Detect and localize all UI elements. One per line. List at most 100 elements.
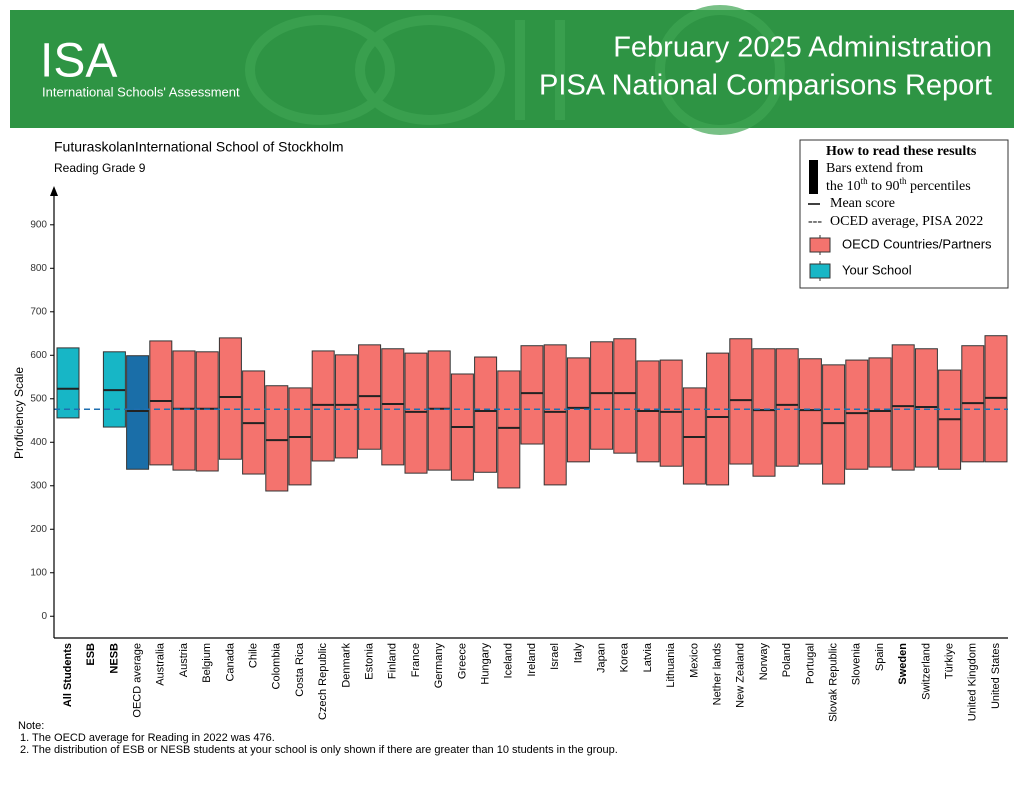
range-bar [891, 344, 915, 471]
x-tick-label: United States [990, 643, 1002, 710]
y-tick-label: 300 [30, 480, 47, 491]
y-axis-arrow [50, 186, 58, 196]
x-tick-label: Norway [758, 643, 770, 681]
range-bar [775, 348, 799, 467]
y-tick-label: 400 [30, 437, 47, 448]
header-decoration [245, 5, 785, 135]
y-tick-label: 200 [30, 524, 47, 535]
range-bar [845, 359, 869, 470]
range-bar [798, 358, 822, 465]
range-bar [195, 351, 219, 472]
x-tick-label: New Zealand [735, 643, 747, 708]
x-tick-label: Austria [178, 642, 190, 677]
range-bar [590, 341, 614, 450]
legend-label: OECD Countries/Partners [842, 236, 992, 251]
range-bar [265, 385, 289, 492]
legend-text: to 90 [868, 179, 900, 194]
x-tick-label: Chile [248, 643, 260, 668]
legend-box [799, 139, 1009, 289]
range-bar [149, 340, 173, 466]
range-bar [659, 359, 683, 467]
x-tick-label: France [410, 643, 422, 677]
x-tick-label: Slovak Republic [828, 643, 840, 722]
y-tick-label: 700 [30, 306, 47, 317]
y-tick-label: 0 [41, 611, 47, 622]
logo: ISA [40, 35, 117, 88]
x-tick-label: Japan [596, 643, 608, 673]
note-heading: Note: [18, 720, 44, 732]
x-tick-label: Israel [549, 643, 561, 670]
x-tick-label: Denmark [340, 643, 352, 688]
range-bar [56, 347, 80, 419]
range-bar [682, 387, 706, 485]
legend-title: How to read these results [826, 144, 977, 159]
range-bar [218, 337, 242, 460]
range-bar [706, 352, 730, 486]
legend-text: Bars extend from [826, 161, 923, 176]
x-tick-label: Greece [456, 643, 468, 679]
legend-label: Your School [842, 262, 912, 277]
x-tick-label: ESB [85, 643, 97, 666]
x-tick-label: Switzerland [920, 643, 932, 700]
range-bar [126, 355, 150, 470]
y-tick-label: 600 [30, 350, 47, 361]
note: 1. The OECD average for Reading in 2022 … [20, 732, 275, 744]
x-tick-label: Hungary [480, 643, 492, 685]
range-bar [474, 356, 498, 473]
range-bar [543, 344, 567, 486]
x-tick-label: Estonia [364, 642, 376, 680]
x-tick-label: Italy [572, 643, 584, 664]
legend: How to read these results Bars extend fr… [799, 139, 1009, 289]
chart-title: FuturaskolanInternational School of Stoc… [54, 139, 344, 155]
range-bar [729, 338, 753, 465]
legend-entries: OECD Countries/Partners Your School [809, 235, 992, 281]
chart-subtitle: Reading Grade 9 [54, 161, 146, 175]
y-axis-label: Proficiency Scale [12, 367, 26, 459]
range-bar [404, 352, 428, 474]
legend-text: percentiles [907, 179, 971, 194]
legend-text: Mean score [830, 196, 895, 211]
report-title: PISA National Comparisons Report [539, 70, 992, 102]
header-banner [10, 10, 1014, 128]
x-tick-label: Canada [224, 642, 236, 681]
range-bar [822, 364, 846, 485]
range-bar [613, 338, 637, 454]
x-tick-label: Germany [433, 643, 445, 689]
x-tick-label: Nether lands [712, 643, 724, 706]
legend-dashes: --- [808, 214, 822, 229]
x-tick-label: Slovenia [851, 642, 863, 685]
range-bar [427, 350, 451, 471]
range-bar [334, 354, 358, 459]
range-bar [381, 348, 405, 466]
x-tick-label: Ireland [526, 643, 538, 677]
x-tick-label: Australia [155, 642, 167, 686]
legend-text: the 10 [826, 179, 861, 194]
legend-text: the 10th to 90th percentiles [826, 176, 971, 194]
x-tick-label: Latvia [642, 642, 654, 672]
x-tick-label: United Kingdom [967, 643, 979, 721]
x-tick-label: Czech Republic [317, 643, 329, 721]
range-bar [172, 350, 196, 471]
plot [54, 335, 1008, 492]
legend-sup: th [900, 176, 908, 186]
x-tick-label: Lithuania [665, 642, 677, 688]
report-title: February 2025 Administration [613, 32, 992, 64]
note: 2. The distribution of ESB or NESB stude… [20, 744, 618, 756]
x-tick-label: Türkiye [944, 643, 956, 679]
x-tick-label: Spain [874, 643, 886, 671]
x-tick-label: Mexico [688, 643, 700, 678]
logo-subtitle: International Schools' Assessment [42, 84, 240, 99]
x-tick-label: Belgium [201, 643, 213, 683]
x-tick-label: OECD average [132, 643, 144, 718]
legend-sup: th [861, 176, 869, 186]
legend-swatch [809, 263, 831, 279]
x-tick-label: Korea [619, 642, 631, 672]
y-tick-label: 900 [30, 219, 47, 230]
range-bar [520, 345, 544, 445]
x-tick-label: Colombia [271, 642, 283, 689]
x-tick-label: Poland [781, 643, 793, 677]
range-bar [752, 348, 776, 477]
x-tick-label: All Students [62, 643, 74, 707]
